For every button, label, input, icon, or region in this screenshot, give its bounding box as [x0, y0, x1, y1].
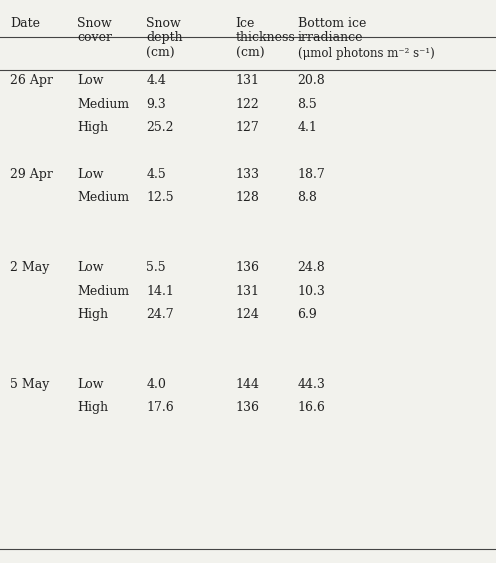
Text: 25.2: 25.2: [146, 121, 174, 134]
Text: Low: Low: [77, 261, 103, 274]
Text: 122: 122: [236, 98, 259, 111]
Text: 17.6: 17.6: [146, 401, 174, 414]
Text: 16.6: 16.6: [298, 401, 325, 414]
Text: 29 Apr: 29 Apr: [10, 168, 53, 181]
Text: 4.4: 4.4: [146, 74, 166, 87]
Text: 14.1: 14.1: [146, 284, 174, 298]
Text: 128: 128: [236, 191, 259, 204]
Text: 136: 136: [236, 261, 259, 274]
Text: 2 May: 2 May: [10, 261, 49, 274]
Text: (cm): (cm): [146, 47, 175, 60]
Text: 24.8: 24.8: [298, 261, 325, 274]
Text: 136: 136: [236, 401, 259, 414]
Text: Snow: Snow: [146, 17, 181, 30]
Text: 8.5: 8.5: [298, 98, 317, 111]
Text: 5 May: 5 May: [10, 378, 49, 391]
Text: 131: 131: [236, 284, 259, 298]
Text: cover: cover: [77, 31, 112, 44]
Text: (μmol photons m⁻² s⁻¹): (μmol photons m⁻² s⁻¹): [298, 47, 434, 60]
Text: 127: 127: [236, 121, 259, 134]
Text: 6.9: 6.9: [298, 308, 317, 321]
Text: Snow: Snow: [77, 17, 112, 30]
Text: 124: 124: [236, 308, 259, 321]
Text: 131: 131: [236, 74, 259, 87]
Text: 4.0: 4.0: [146, 378, 166, 391]
Text: 8.8: 8.8: [298, 191, 317, 204]
Text: 18.7: 18.7: [298, 168, 325, 181]
Text: High: High: [77, 401, 108, 414]
Text: 9.3: 9.3: [146, 98, 166, 111]
Text: Bottom ice: Bottom ice: [298, 17, 366, 30]
Text: 26 Apr: 26 Apr: [10, 74, 53, 87]
Text: Medium: Medium: [77, 98, 129, 111]
Text: 24.7: 24.7: [146, 308, 174, 321]
Text: Date: Date: [10, 17, 40, 30]
Text: 144: 144: [236, 378, 259, 391]
Text: depth: depth: [146, 31, 183, 44]
Text: (cm): (cm): [236, 47, 264, 60]
Text: 5.5: 5.5: [146, 261, 166, 274]
Text: 44.3: 44.3: [298, 378, 325, 391]
Text: Medium: Medium: [77, 284, 129, 298]
Text: 4.5: 4.5: [146, 168, 166, 181]
Text: 133: 133: [236, 168, 259, 181]
Text: irradiance: irradiance: [298, 31, 363, 44]
Text: 4.1: 4.1: [298, 121, 317, 134]
Text: Low: Low: [77, 74, 103, 87]
Text: 12.5: 12.5: [146, 191, 174, 204]
Text: 10.3: 10.3: [298, 284, 325, 298]
Text: thickness: thickness: [236, 31, 295, 44]
Text: High: High: [77, 308, 108, 321]
Text: 20.8: 20.8: [298, 74, 325, 87]
Text: Medium: Medium: [77, 191, 129, 204]
Text: Ice: Ice: [236, 17, 255, 30]
Text: Low: Low: [77, 168, 103, 181]
Text: High: High: [77, 121, 108, 134]
Text: Low: Low: [77, 378, 103, 391]
